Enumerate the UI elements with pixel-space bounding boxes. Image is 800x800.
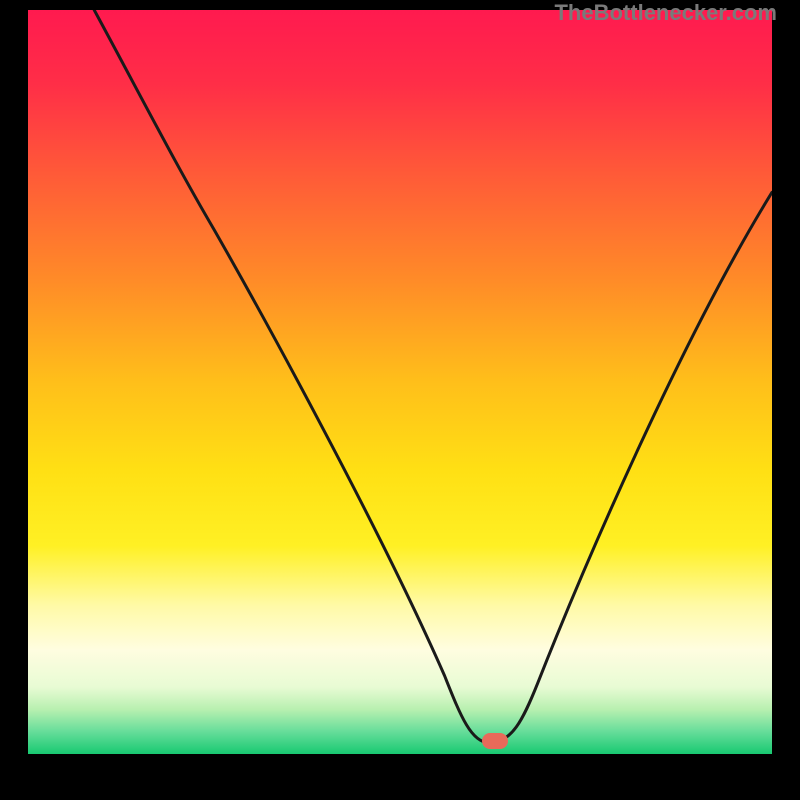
chart-container: TheBottlenecker.com bbox=[0, 0, 800, 800]
gradient-background bbox=[28, 10, 772, 754]
plot-area bbox=[28, 10, 772, 754]
plot-svg bbox=[28, 10, 772, 754]
optimal-point-marker bbox=[482, 733, 508, 749]
watermark-text: TheBottlenecker.com bbox=[554, 0, 777, 26]
